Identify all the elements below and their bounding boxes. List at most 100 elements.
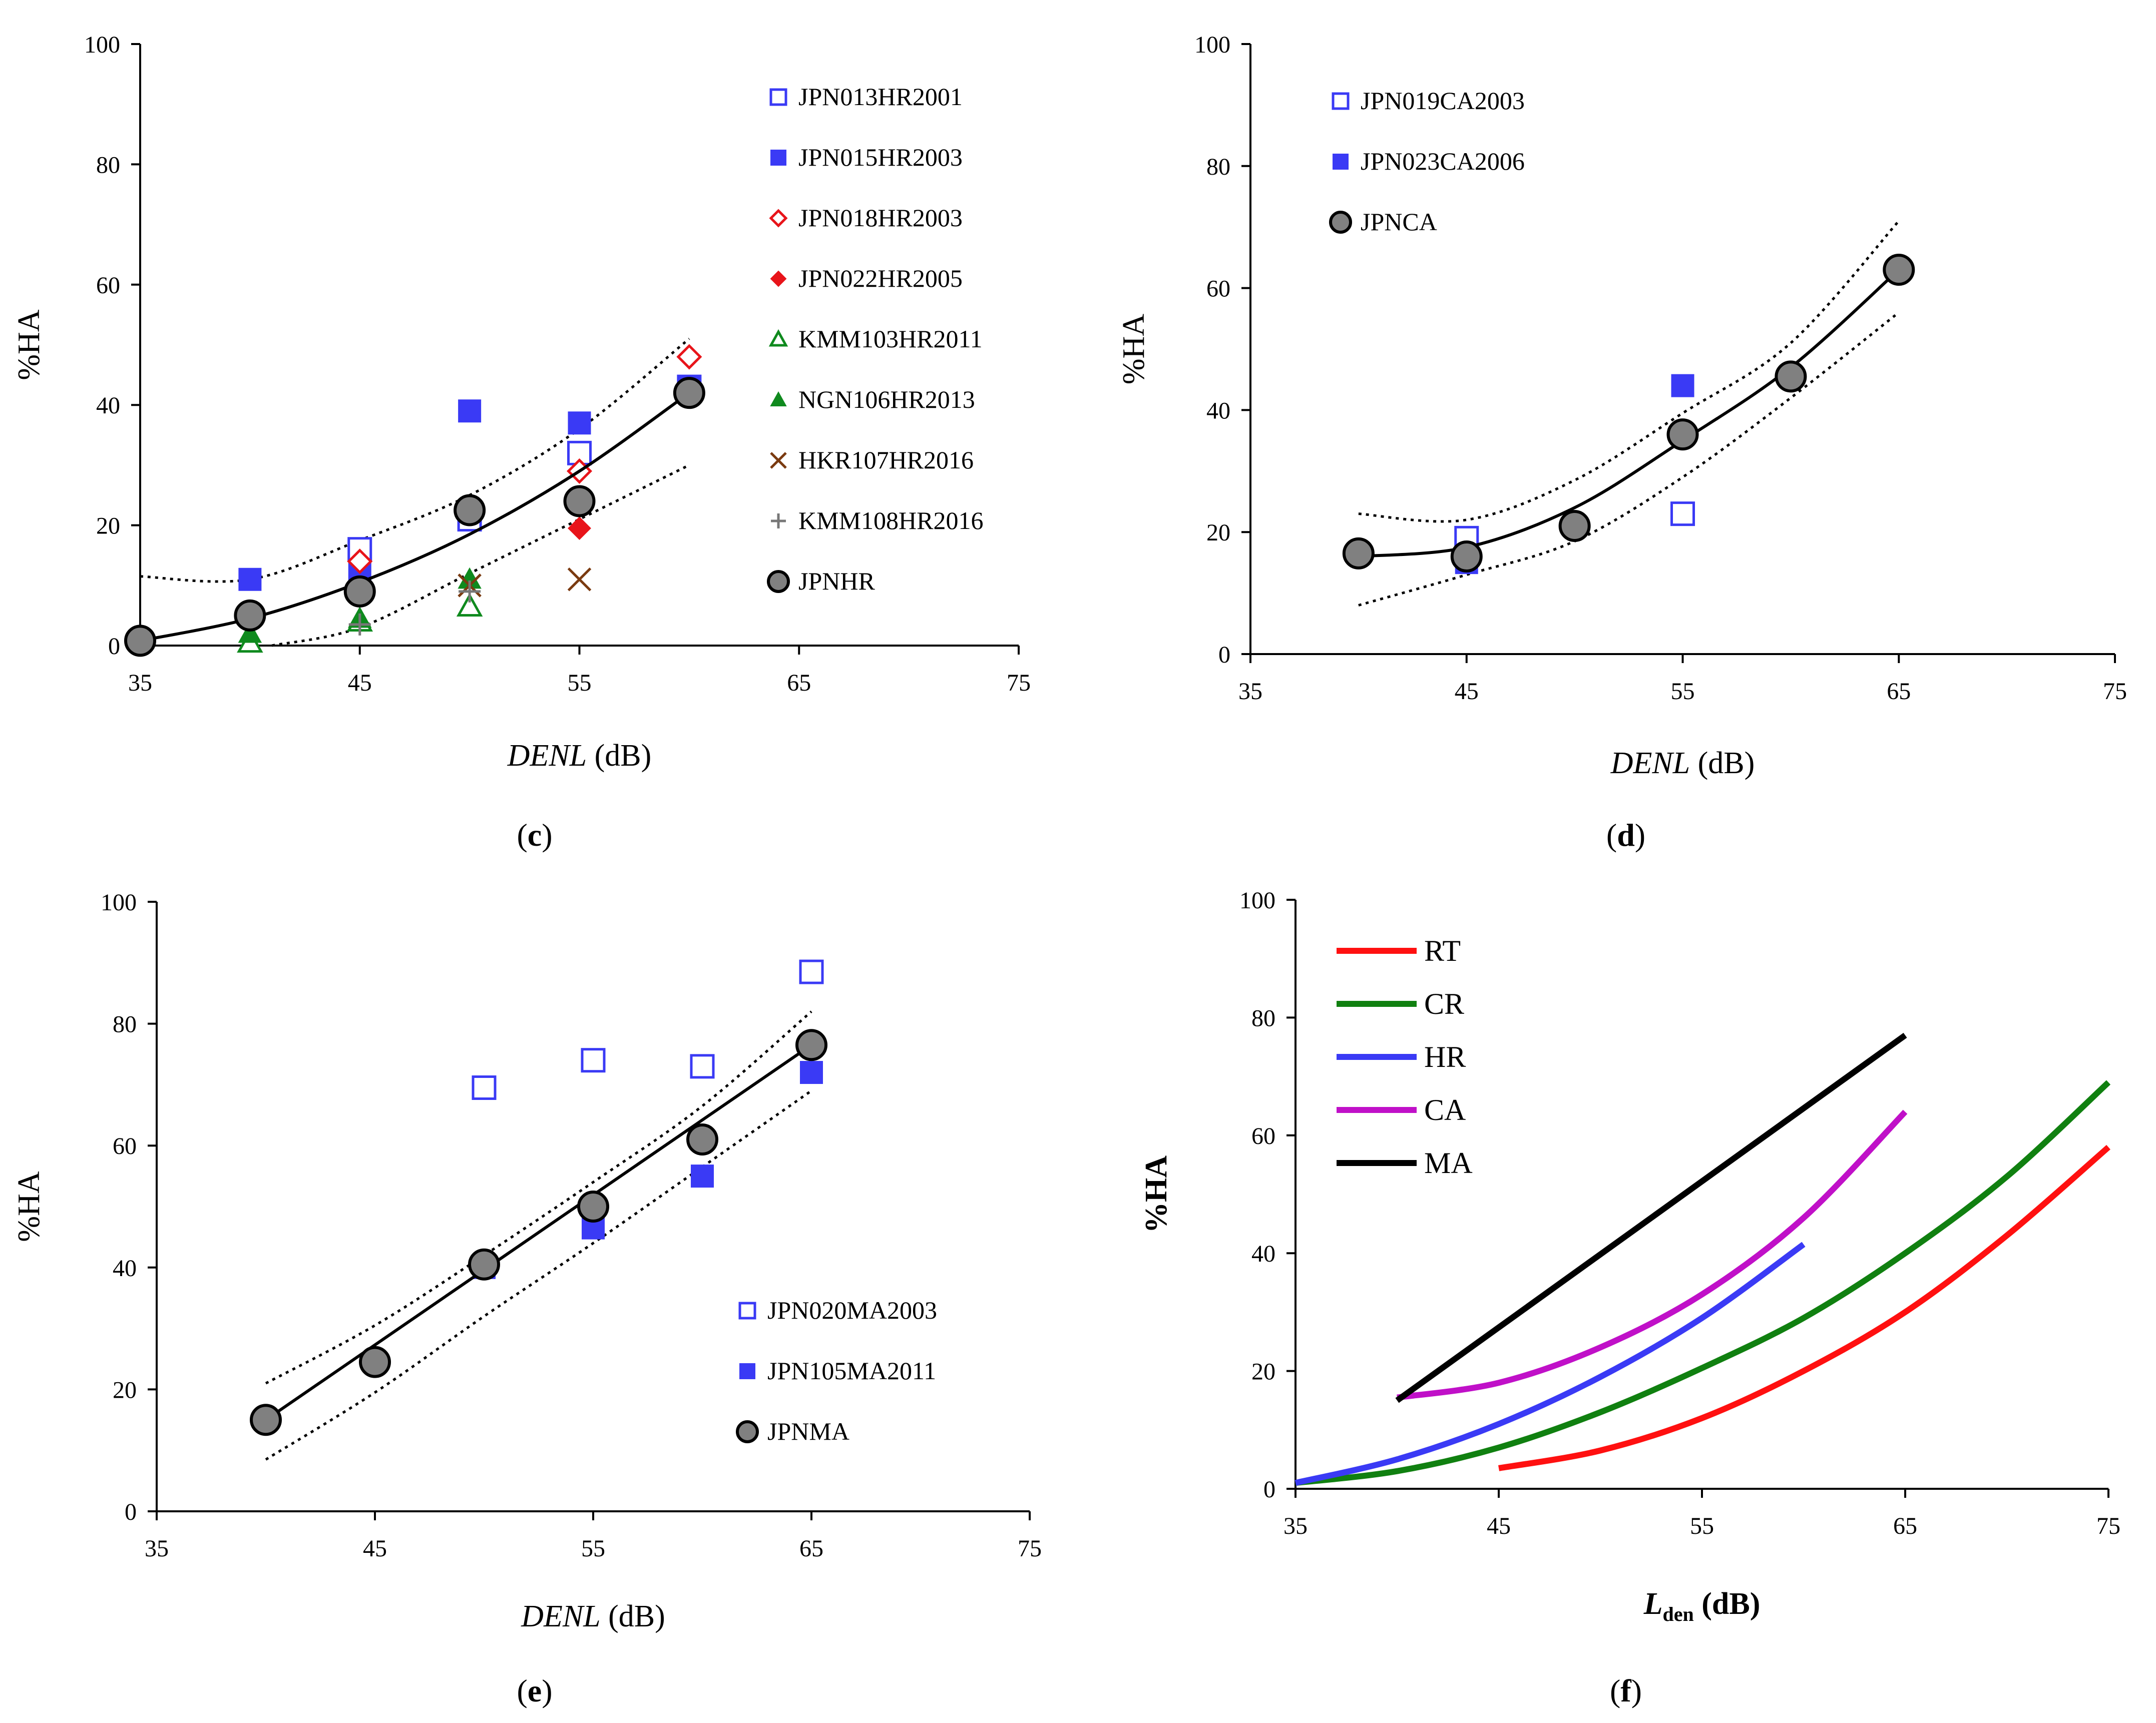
axes-d: 35 45 55 65 75 0 20 40 60 80 100 %HA DENL (dB): [1117, 32, 2127, 780]
ci-upper-line: [1358, 220, 1900, 523]
x-tick-label: 35: [1283, 1513, 1308, 1539]
x-tick-label: 55: [581, 1535, 605, 1562]
y-tick-label: 20: [1206, 519, 1230, 546]
legend-label: MA: [1424, 1146, 1473, 1180]
legend-label: JPN015HR2003: [798, 143, 963, 171]
data-point-JPN020MA2003: [799, 959, 824, 984]
y-tick-label: 40: [1206, 397, 1230, 424]
data-point-KMM108HR2016: [348, 613, 371, 636]
x-tick-label: 75: [2103, 678, 2127, 705]
x-axis-title-main: DENL: [521, 1599, 600, 1633]
data-point-JPN105MA2011: [691, 1165, 714, 1188]
data-point-JPNCA: [1342, 537, 1375, 569]
axes-f: 35 45 55 65 75 0 20 40 60 80 100 %HA Lden (dB): [1139, 887, 2120, 1625]
x-tick-label: 55: [1671, 678, 1695, 705]
data-point-JPNHR: [563, 485, 596, 517]
y-tick-label: 60: [1251, 1123, 1275, 1150]
marks-c: [124, 338, 705, 657]
panel-label-c-letter: c: [528, 817, 542, 853]
y-tick-label: 20: [113, 1377, 137, 1403]
panel-label-e: (e): [517, 1673, 552, 1708]
y-tick-label: 40: [96, 392, 120, 419]
chart-panel-e: 35 45 55 65 75 0 20 40 60 80 100 %HA DENL (dB) JPN02…: [12, 889, 1042, 1708]
legend-marker-JPN022HR2005: [770, 270, 787, 287]
x-tick-label: 35: [1238, 678, 1262, 705]
x-tick-label: 65: [799, 1535, 823, 1562]
x-axis-title: Lden (dB): [1643, 1587, 1761, 1625]
legend-marker-JPN015HR2003: [770, 150, 786, 166]
data-point-HKR107HR2016: [567, 567, 592, 592]
x-tick-label: 65: [1893, 1513, 1917, 1539]
y-tick-label: 60: [113, 1133, 137, 1160]
y-tick-label: 0: [125, 1499, 137, 1525]
x-axis-title-unit: (dB): [1690, 746, 1755, 780]
data-point-JPNHR: [673, 377, 705, 409]
legend-marker-KMM103HR2011: [768, 329, 788, 347]
chart-panel-d: 35 45 55 65 75 0 20 40 60 80 100 %HA DENL (dB) JPN01…: [1117, 32, 2127, 853]
legend-marker-JPNHR: [767, 570, 790, 593]
x-tick-label: 65: [787, 670, 811, 696]
legend-marker-JPN013HR2001: [769, 88, 787, 106]
data-point-KMM103HR2011: [456, 593, 483, 617]
legend-d: JPN019CA2003 JPN023CA2006 JPNCA: [1329, 87, 1525, 236]
data-point-JPNCA: [1558, 510, 1591, 542]
legend-marker-JPN019CA2003: [1332, 92, 1350, 110]
legend-label: RT: [1424, 934, 1461, 967]
x-axis-title: DENL (dB): [507, 739, 652, 773]
data-point-JPN018HR2003: [347, 548, 373, 575]
x-tick-label: 75: [1018, 1535, 1042, 1562]
panel-label-f-letter: f: [1620, 1673, 1631, 1708]
x-tick-label: 45: [1487, 1513, 1511, 1539]
y-axis-title: %HA: [1117, 314, 1151, 384]
series-line-MA: [1395, 1032, 1907, 1403]
chart-panel-c: 35 45 55 65 75 0 20 40 60 80 100 %HA DENL (dB) JPN01…: [12, 32, 1031, 853]
y-axis-title: %HA: [12, 309, 46, 380]
y-tick-label: 40: [1251, 1241, 1275, 1267]
panel-label-d-letter: d: [1617, 817, 1635, 853]
data-point-JPNHR: [343, 575, 376, 608]
y-tick-label: 20: [96, 513, 120, 539]
data-point-JPNMA: [686, 1123, 718, 1156]
data-point-JPN019CA2003: [1670, 501, 1695, 526]
y-tick-label: 80: [1206, 154, 1230, 180]
legend-e: JPN020MA2003 JPN105MA2011 JPNMA: [736, 1296, 937, 1445]
legend-marker-HKR107HR2016: [770, 452, 787, 469]
legend-label: JPNMA: [767, 1417, 849, 1445]
legend-marker-JPNMA: [736, 1420, 759, 1443]
data-point-JPNCA: [1450, 540, 1483, 572]
data-point-JPNMA: [250, 1404, 282, 1436]
series-line-HR: [1295, 1242, 1806, 1486]
x-tick-label: 45: [1455, 678, 1479, 705]
legend-marker-JPN018HR2003: [769, 209, 788, 228]
legend-label: JPNCA: [1361, 208, 1437, 236]
y-tick-label: 20: [1251, 1359, 1275, 1385]
ci-lower-line: [1358, 311, 1900, 607]
data-point-JPN105MA2011: [800, 1061, 823, 1084]
x-axis-title-sub: den: [1662, 1603, 1693, 1625]
panel-label-c: (c): [517, 817, 552, 853]
legend-label: NGN106HR2013: [798, 385, 975, 413]
series-line-CR: [1295, 1080, 2111, 1486]
legend-marker-JPNCA: [1329, 211, 1352, 234]
x-axis-title-main: L: [1643, 1587, 1663, 1621]
y-tick-label: 40: [113, 1255, 137, 1282]
x-axis-title-unit: (dB): [601, 1599, 665, 1633]
legend-marker-JPN023CA2006: [1333, 154, 1349, 170]
x-tick-label: 65: [1887, 678, 1911, 705]
data-point-JPN015HR2003: [458, 399, 482, 423]
panel-label-e-letter: e: [528, 1673, 542, 1708]
data-point-JPNCA: [1666, 418, 1699, 451]
legend-label: HR: [1424, 1040, 1466, 1073]
legend-label: CA: [1424, 1093, 1466, 1126]
chart-panel-f: 35 45 55 65 75 0 20 40 60 80 100 %HA Lden (dB) RT CR H…: [1139, 887, 2120, 1708]
data-point-JPN015HR2003: [238, 567, 262, 591]
data-point-JPNCA: [1775, 360, 1807, 393]
axes-e: 35 45 55 65 75 0 20 40 60 80 100 %HA DENL (dB): [12, 889, 1042, 1633]
y-tick-label: 80: [113, 1011, 137, 1038]
y-axis-title: %HA: [1139, 1156, 1173, 1233]
data-point-JPNHR: [454, 494, 486, 526]
marks-d: [1342, 220, 1915, 607]
x-tick-label: 75: [1007, 670, 1031, 696]
y-axis-title: %HA: [12, 1171, 46, 1242]
x-tick-label: 45: [363, 1535, 387, 1562]
